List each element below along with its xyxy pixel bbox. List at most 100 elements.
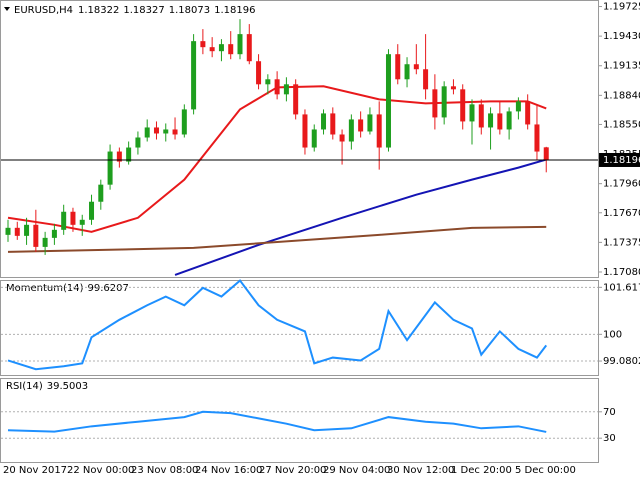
momentum-header: Momentum(14) 99.6207 xyxy=(6,283,129,294)
moving-average xyxy=(7,85,547,233)
menu-icon xyxy=(4,7,10,11)
candle-body xyxy=(181,109,187,135)
candle-body xyxy=(441,86,447,118)
candle-body xyxy=(107,151,113,185)
close: 1.18196 xyxy=(214,5,255,16)
y-tick-label: 1.17960 xyxy=(603,179,640,190)
symbol: EURUSD,H4 xyxy=(14,5,73,16)
candle-body xyxy=(525,101,531,125)
candle-body xyxy=(469,104,475,122)
current-price-label: 1.18196 xyxy=(603,155,640,166)
candle-body xyxy=(506,111,512,130)
y-tick-label: 1.18840 xyxy=(603,90,640,101)
low: 1.18073 xyxy=(169,5,210,16)
x-tick-label: 5 Dec 00:00 xyxy=(515,465,576,476)
candle-body xyxy=(293,84,299,115)
y-tick-label: 1.18550 xyxy=(603,119,640,130)
candle-body xyxy=(330,113,336,135)
candle-body xyxy=(163,129,169,134)
candle-body xyxy=(24,224,30,236)
moving-average xyxy=(7,225,547,253)
current-price-box xyxy=(599,152,640,167)
candle-body xyxy=(283,84,289,95)
candle-body xyxy=(515,101,521,112)
x-tick-label: 24 Nov 16:00 xyxy=(195,465,262,476)
rsi-value: 39.5003 xyxy=(47,381,88,392)
x-tick-label: 20 Nov 2017 xyxy=(3,465,67,476)
momentum-panel xyxy=(0,280,599,376)
y-tick-label: 1.19725 xyxy=(603,2,640,13)
candle-body xyxy=(126,147,132,162)
candle-body xyxy=(42,237,48,247)
candle-body xyxy=(237,34,243,55)
candle-body xyxy=(367,114,373,132)
candle-body xyxy=(191,41,197,110)
y-tick-label: 1.17375 xyxy=(603,237,640,248)
y-tick-label: 30 xyxy=(603,433,616,444)
indicator-line xyxy=(7,279,548,371)
candle-body xyxy=(172,129,178,135)
candle-body xyxy=(246,34,252,62)
candle-body xyxy=(256,61,262,85)
candle-body xyxy=(321,113,327,130)
candle-body xyxy=(404,64,410,80)
y-tick-label: 1.17080 xyxy=(603,267,640,278)
candle-body xyxy=(218,44,224,52)
open: 1.18322 xyxy=(78,5,119,16)
rsi-title: RSI(14) xyxy=(6,381,43,392)
candle-body xyxy=(302,114,308,148)
candle-body xyxy=(395,54,401,80)
candle-body xyxy=(200,41,206,48)
candle-body xyxy=(478,104,484,128)
candle-body xyxy=(14,227,20,236)
candle-body xyxy=(413,64,419,70)
candle-body xyxy=(79,219,85,225)
candle-body xyxy=(98,184,104,202)
candle-body xyxy=(376,114,382,148)
candle-body xyxy=(5,227,11,235)
x-tick-label: 29 Nov 04:00 xyxy=(323,465,390,476)
moving-average xyxy=(174,158,547,276)
y-tick-label: 70 xyxy=(603,407,616,418)
x-tick-label: 30 Nov 12:00 xyxy=(387,465,454,476)
candle-body xyxy=(432,89,438,118)
candle-body xyxy=(144,127,150,138)
candle-body xyxy=(70,211,76,225)
candle-body xyxy=(358,119,364,132)
candle-body xyxy=(274,79,280,95)
y-tick-label: 1.19430 xyxy=(603,31,640,42)
rsi-header: RSI(14) 39.5003 xyxy=(6,381,88,392)
candle-body xyxy=(89,201,95,220)
x-tick-label: 1 Dec 20:00 xyxy=(451,465,512,476)
x-tick-label: 23 Nov 08:00 xyxy=(131,465,198,476)
y-tick-label: 101.6174 xyxy=(603,282,640,293)
y-tick-label: 99.0802 xyxy=(603,356,640,367)
candle-body xyxy=(450,86,456,90)
candle-body xyxy=(497,113,503,130)
candle-body xyxy=(265,79,271,85)
main-header: EURUSD,H4 1.18322 1.18327 1.18073 1.18196 xyxy=(14,5,255,16)
candle-body xyxy=(209,47,215,52)
candle-body xyxy=(543,147,549,160)
main-panel xyxy=(0,0,599,278)
x-tick-label: 27 Nov 20:00 xyxy=(259,465,326,476)
candle-body xyxy=(33,224,39,247)
candle-body xyxy=(348,119,354,142)
y-tick-label: 1.19135 xyxy=(603,61,640,72)
candle-body xyxy=(135,137,141,148)
momentum-value: 99.6207 xyxy=(88,283,129,294)
indicator-line xyxy=(7,410,547,433)
high: 1.18327 xyxy=(123,5,164,16)
candle-body xyxy=(51,229,57,238)
candle-body xyxy=(61,211,67,230)
candle-body xyxy=(534,124,540,152)
momentum-title: Momentum(14) xyxy=(6,283,84,294)
y-tick-label: 100 xyxy=(603,329,622,340)
candle-body xyxy=(460,89,466,122)
candle-body xyxy=(423,69,429,90)
y-tick-label: 1.17670 xyxy=(603,208,640,219)
x-tick-label: 22 Nov 00:00 xyxy=(67,465,134,476)
candle-body xyxy=(339,134,345,142)
candle-body xyxy=(228,44,234,55)
